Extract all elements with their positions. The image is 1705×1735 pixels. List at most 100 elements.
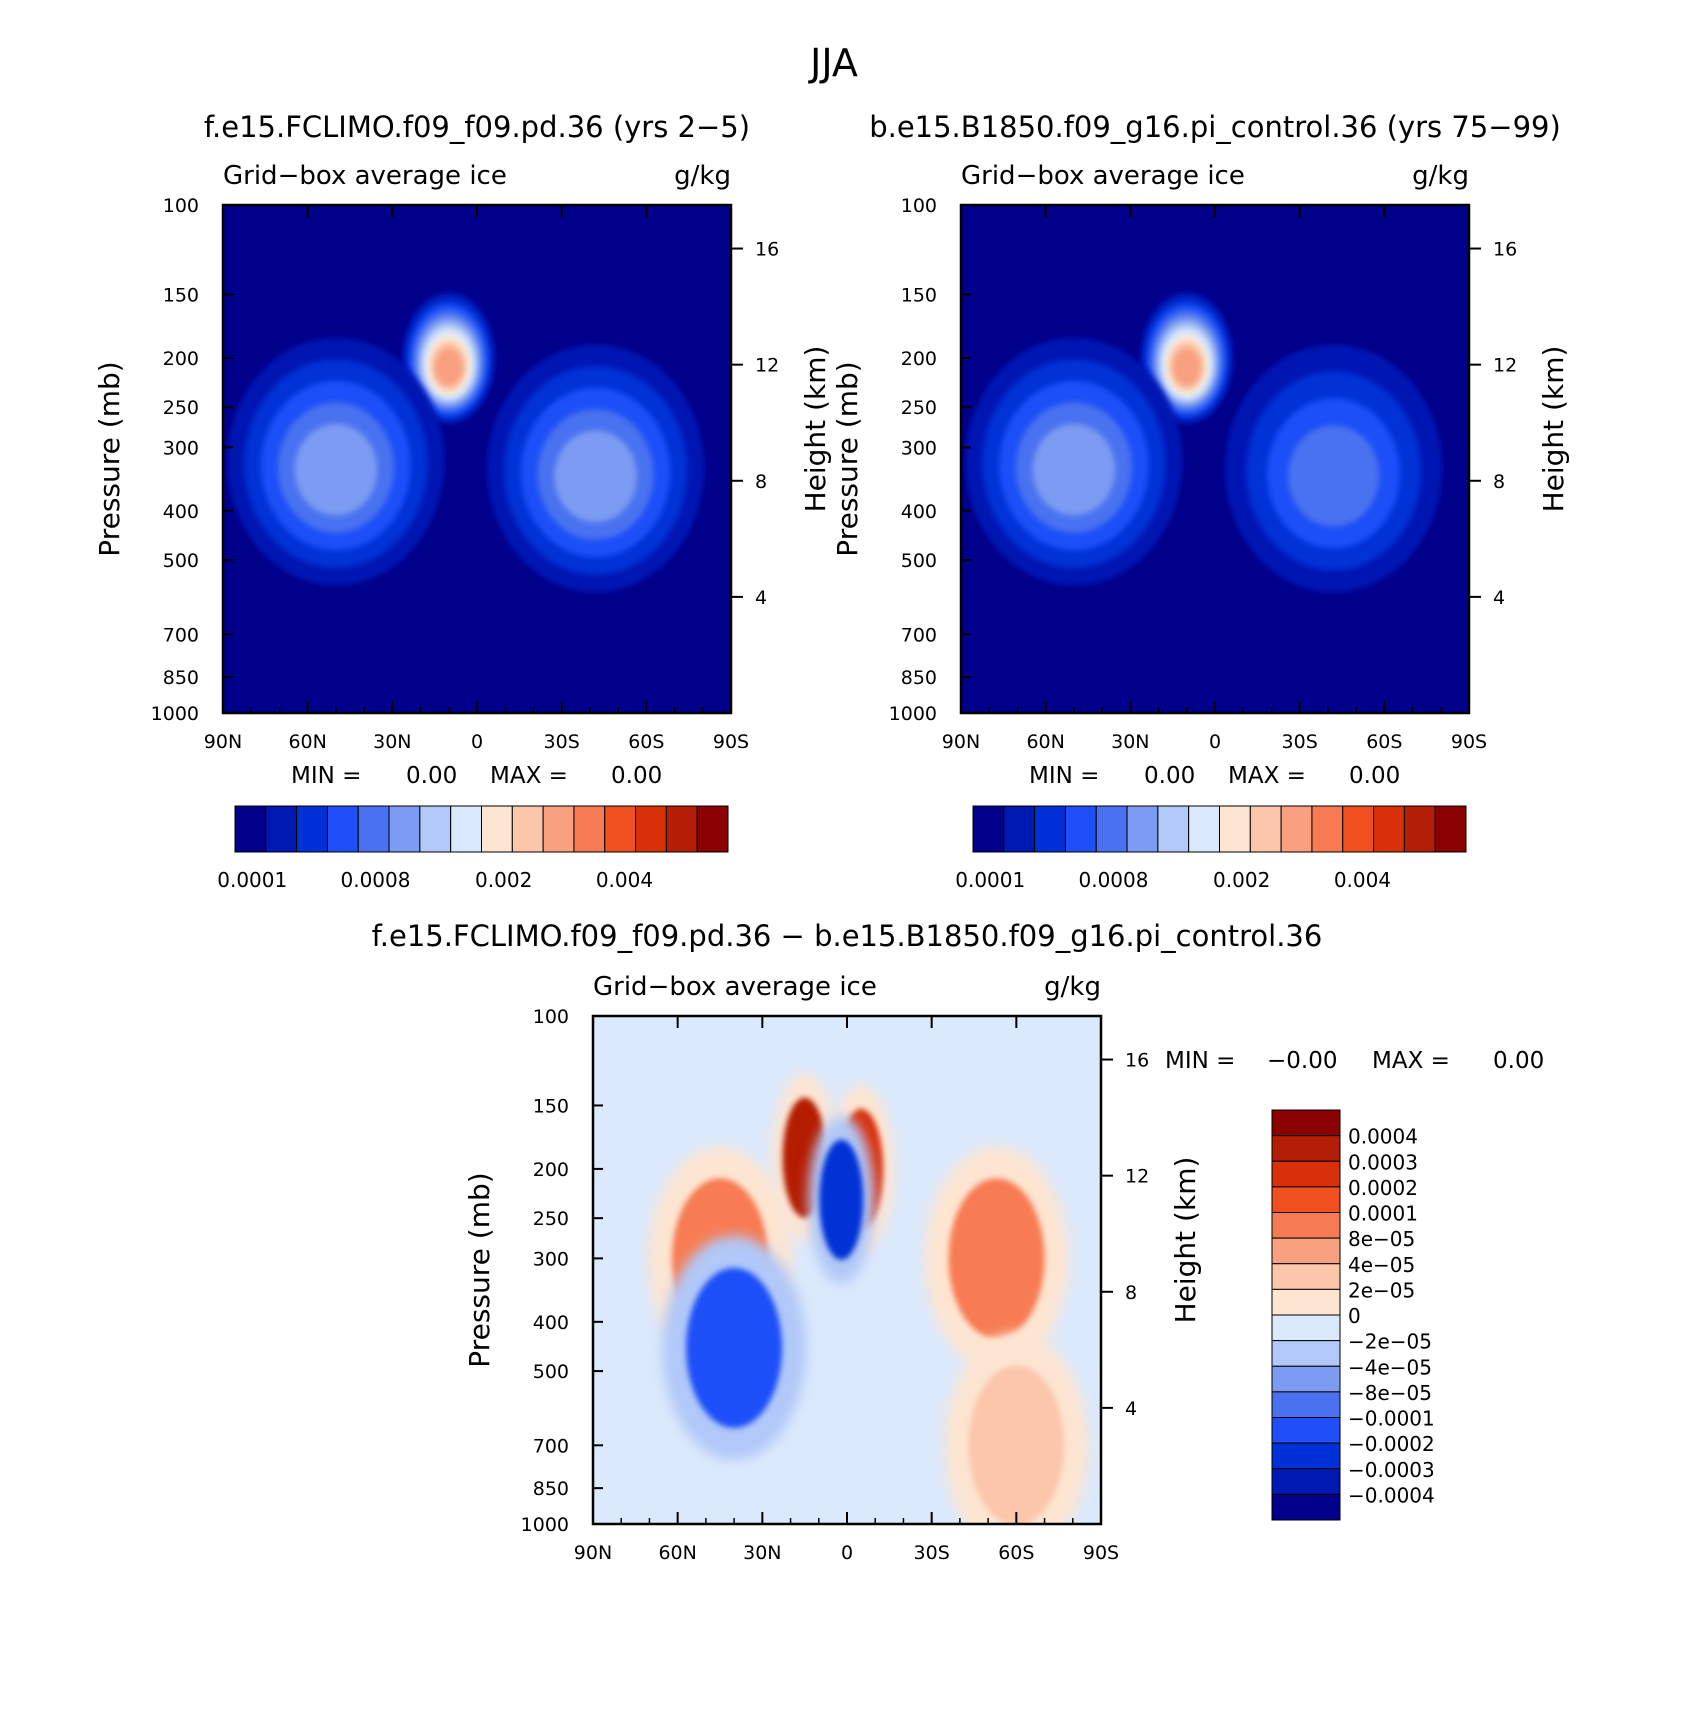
min-label: MIN = — [1165, 1048, 1235, 1074]
colorbar-label: −2e−05 — [1348, 1330, 1432, 1354]
y-tick-label: 500 — [163, 550, 199, 572]
left-string: Grid−box average ice — [961, 161, 1245, 191]
colorbar-label: 0.0001 — [217, 868, 287, 892]
min-value: 0.00 — [1144, 763, 1195, 789]
colorbar-swatch — [1271, 1314, 1341, 1342]
x-tick-label: 60N — [1026, 731, 1064, 753]
x-tick-label: 60N — [288, 731, 326, 753]
units-label: g/kg — [674, 161, 731, 191]
height-tick-label: 4 — [755, 587, 767, 609]
y-tick-label: 1000 — [521, 1514, 569, 1536]
y-tick-label: 100 — [533, 1006, 569, 1028]
contour-field — [227, 291, 705, 593]
y-axis-label-right: Height (km) — [1169, 1157, 1202, 1324]
colorbar-swatch — [1003, 805, 1036, 853]
colorbar-label: 2e−05 — [1348, 1278, 1415, 1302]
colorbar-label: 0.0008 — [341, 868, 411, 892]
min-value: −0.00 — [1267, 1048, 1337, 1074]
height-tick-label: 12 — [1125, 1166, 1149, 1188]
colorbar-swatch — [1157, 805, 1190, 853]
colorbar-label: 0.002 — [475, 868, 532, 892]
colorbar-label: 0 — [1348, 1304, 1361, 1328]
x-tick-label: 60S — [998, 1542, 1034, 1564]
colorbar-swatch — [1271, 1186, 1341, 1213]
colorbar-swatch — [1249, 805, 1282, 853]
x-tick-label: 30N — [743, 1542, 781, 1564]
colorbar-swatch — [481, 805, 513, 853]
colorbar-swatch — [296, 805, 328, 853]
x-tick-label: 90N — [574, 1542, 612, 1564]
colorbar-swatch — [1342, 805, 1375, 853]
colorbar-swatch — [1271, 1365, 1341, 1393]
x-tick-label: 90S — [713, 731, 749, 753]
case-title: f.e15.FCLIMO.f09_f09.pd.36 (yrs 2−5) — [204, 110, 750, 144]
colorbar-swatch — [542, 805, 575, 853]
panel-fclimo: f.e15.FCLIMO.f09_f09.pd.36 (yrs 2−5) Grid… — [93, 110, 832, 892]
y-tick-label: 300 — [533, 1248, 569, 1270]
colorbar-swatch — [1126, 805, 1159, 853]
colorbar-swatch — [1271, 1160, 1341, 1188]
x-tick-label: 90N — [204, 731, 242, 753]
colorbar-label: 0.0003 — [1348, 1150, 1418, 1174]
max-value: 0.00 — [611, 763, 662, 789]
colorbar-swatch — [1095, 805, 1128, 853]
y-axis-label-right: Height (km) — [1537, 346, 1570, 513]
height-tick-label: 16 — [755, 239, 779, 261]
colorbar-swatch — [635, 805, 667, 853]
colorbar-label: 0.004 — [596, 868, 653, 892]
colorbar-label: 0.0001 — [955, 868, 1025, 892]
colorbar-swatch — [1280, 805, 1313, 853]
colorbar-label: 0.002 — [1213, 868, 1270, 892]
figure-title: JJA — [808, 41, 858, 85]
case-title: f.e15.FCLIMO.f09_f09.pd.36 − b.e15.B1850… — [372, 919, 1323, 953]
colorbar-swatch — [450, 805, 482, 853]
height-tick-label: 12 — [755, 355, 779, 377]
max-value: 0.00 — [1493, 1048, 1544, 1074]
colorbar-swatch — [1271, 1109, 1341, 1137]
y-tick-label: 850 — [163, 667, 199, 689]
x-tick-label: 60N — [658, 1542, 696, 1564]
height-tick-label: 8 — [755, 471, 767, 493]
colorbar-swatch — [1064, 805, 1097, 853]
colorbar-swatch — [1271, 1468, 1341, 1495]
y-tick-label: 100 — [163, 195, 199, 217]
feature-blob — [968, 1365, 1065, 1524]
height-tick-label: 8 — [1493, 471, 1505, 493]
y-tick-label: 200 — [163, 348, 199, 370]
colorbar-swatch — [1311, 805, 1344, 853]
colorbar-swatch — [419, 805, 452, 853]
x-tick-label: 0 — [471, 731, 483, 753]
y-tick-label: 100 — [901, 195, 937, 217]
y-tick-label: 150 — [533, 1095, 569, 1117]
min-label: MIN = — [1029, 763, 1099, 789]
y-tick-label: 400 — [163, 501, 199, 523]
height-tick-label: 8 — [1125, 1282, 1137, 1304]
colorbar-label: −0.0001 — [1348, 1407, 1435, 1431]
colorbar-swatch — [1271, 1442, 1341, 1470]
left-string: Grid−box average ice — [223, 161, 507, 191]
x-tick-label: 60S — [1366, 731, 1402, 753]
y-tick-label: 1000 — [889, 703, 937, 725]
colorbar-swatch — [1271, 1135, 1341, 1162]
colorbar-swatch — [1271, 1263, 1341, 1290]
y-tick-label: 250 — [533, 1208, 569, 1230]
colorbar-label: −8e−05 — [1348, 1381, 1432, 1405]
colorbar-swatch — [357, 805, 390, 853]
contour-level — [1288, 425, 1380, 527]
y-tick-label: 400 — [901, 501, 937, 523]
contour-level — [1032, 423, 1116, 516]
colorbar-label: −0.0003 — [1348, 1458, 1435, 1482]
x-tick-label: 0 — [1209, 731, 1221, 753]
height-tick-label: 4 — [1125, 1398, 1137, 1420]
left-string: Grid−box average ice — [593, 972, 877, 1002]
colorbar-swatch — [1271, 1493, 1341, 1521]
colorbar-swatch — [511, 805, 544, 853]
max-label: MAX = — [490, 763, 568, 789]
y-tick-label: 850 — [533, 1478, 569, 1500]
colorbar-swatch — [1271, 1212, 1341, 1239]
colorbar-label: 0.0008 — [1079, 868, 1149, 892]
colorbar-swatch — [1403, 805, 1436, 853]
min-value: 0.00 — [406, 763, 457, 789]
colorbar-swatch — [1271, 1237, 1341, 1265]
contour-field — [648, 1073, 1089, 1524]
